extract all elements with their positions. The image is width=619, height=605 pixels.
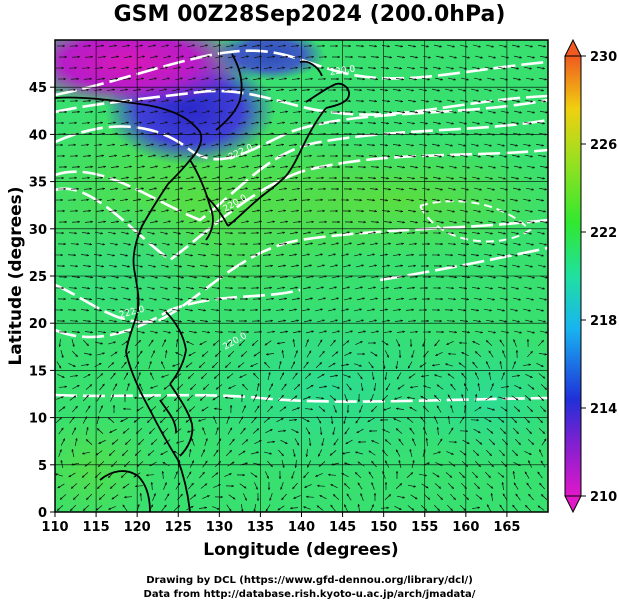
- x-tick-label: 130: [206, 520, 233, 535]
- y-tick-label: 40: [29, 128, 47, 143]
- colorbar-tick-label: 218: [590, 314, 617, 329]
- x-tick-label: 145: [329, 520, 356, 535]
- y-axis-label: Latitude (degrees): [6, 186, 26, 365]
- x-tick-label: 125: [165, 520, 192, 535]
- x-axis-label: Longitude (degrees): [203, 540, 398, 560]
- map-title: GSM 00Z28Sep2024 (200.0hPa): [113, 2, 506, 27]
- credit-data: Data from http://database.rish.kyoto-u.a…: [143, 589, 476, 600]
- x-tick-label: 160: [452, 520, 479, 535]
- y-tick-label: 25: [29, 270, 47, 285]
- y-tick-label: 0: [38, 506, 47, 521]
- coastlines: [55, 53, 350, 512]
- colorbar-tick-label: 226: [590, 138, 617, 153]
- wind-vectors: [55, 44, 548, 512]
- x-tick-label: 155: [411, 520, 438, 535]
- y-tick-label: 45: [29, 81, 47, 96]
- y-tick-label: 15: [29, 364, 47, 379]
- x-tick-label: 165: [493, 520, 520, 535]
- y-tick-label: 5: [38, 459, 47, 474]
- y-tick-label: 10: [29, 412, 47, 427]
- contour-label: 220.0: [329, 64, 356, 78]
- y-axis-ticks: 0 5 10 15 20 25 30 35 40 45: [29, 81, 55, 521]
- x-tick-label: 120: [124, 520, 151, 535]
- x-tick-label: 110: [41, 520, 68, 535]
- colorbar: 210 214 218 222 226 230: [564, 38, 617, 514]
- credit-drawing: Drawing by DCL (https://www.gfd-dennou.o…: [146, 575, 473, 586]
- colorbar-tick-label: 210: [590, 490, 617, 505]
- lat-lon-grid: [55, 40, 548, 512]
- x-axis-ticks: 110 115 120 125 130 135 140 145 150 155 160 165: [41, 512, 520, 535]
- y-tick-label: 20: [29, 317, 47, 332]
- colorbar-max-arrow: [564, 38, 582, 57]
- colorbar-tick-label: 230: [590, 50, 617, 65]
- colorbar-min-arrow: [564, 495, 582, 514]
- y-tick-label: 30: [29, 223, 47, 238]
- y-tick-label: 35: [29, 176, 47, 191]
- x-tick-label: 140: [288, 520, 315, 535]
- x-tick-label: 135: [247, 520, 274, 535]
- colorbar-tick-label: 222: [590, 226, 617, 241]
- x-tick-label: 115: [83, 520, 110, 535]
- colorbar-tick-label: 214: [590, 402, 617, 417]
- x-tick-label: 150: [370, 520, 397, 535]
